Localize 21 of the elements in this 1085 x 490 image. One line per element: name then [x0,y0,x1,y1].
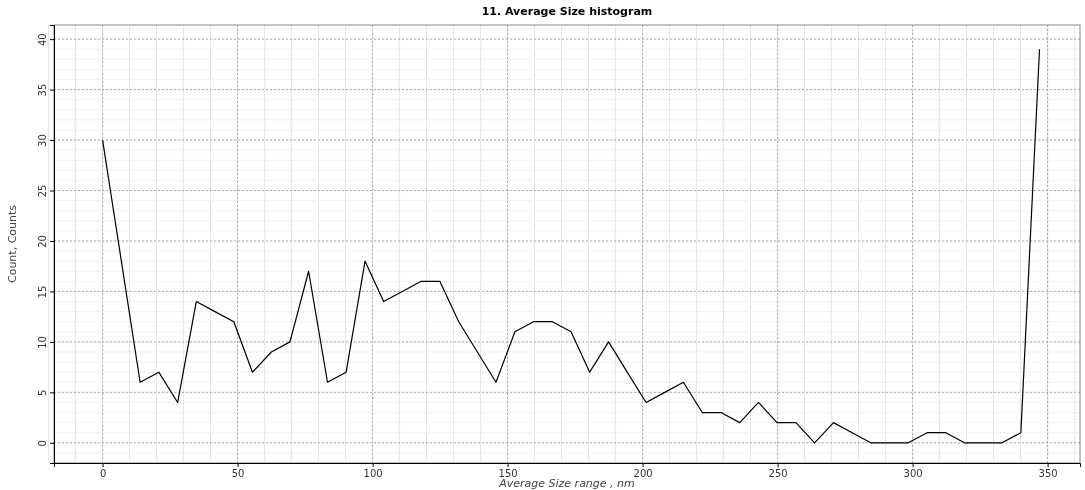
x-tick-label: 350 [1038,468,1058,480]
x-tick-label: 100 [363,468,383,480]
x-tick-label: 300 [903,468,923,480]
y-tick-label: 15 [37,285,48,299]
y-tick-label: 20 [37,235,48,248]
chart-title: 11. Average Size histogram [481,5,653,18]
x-tick-label: 50 [231,468,245,480]
x-tick-label: 0 [99,468,107,480]
y-tick-label: 25 [37,184,48,198]
y-tick-label: 0 [37,440,48,447]
y-axis-title: Count, Counts [6,204,19,284]
x-tick-label: 250 [768,468,788,480]
x-tick-label: 200 [633,468,653,480]
line-series [102,48,1041,444]
x-axis-title: Average Size range , nm [498,477,635,490]
y-tick-label: 35 [37,83,48,97]
y-tick-label: 30 [37,134,48,147]
x-tick-label: 150 [498,468,518,480]
y-tick-label: 5 [37,389,48,397]
y-tick-label: 40 [37,33,48,46]
y-tick-label: 10 [37,336,48,349]
